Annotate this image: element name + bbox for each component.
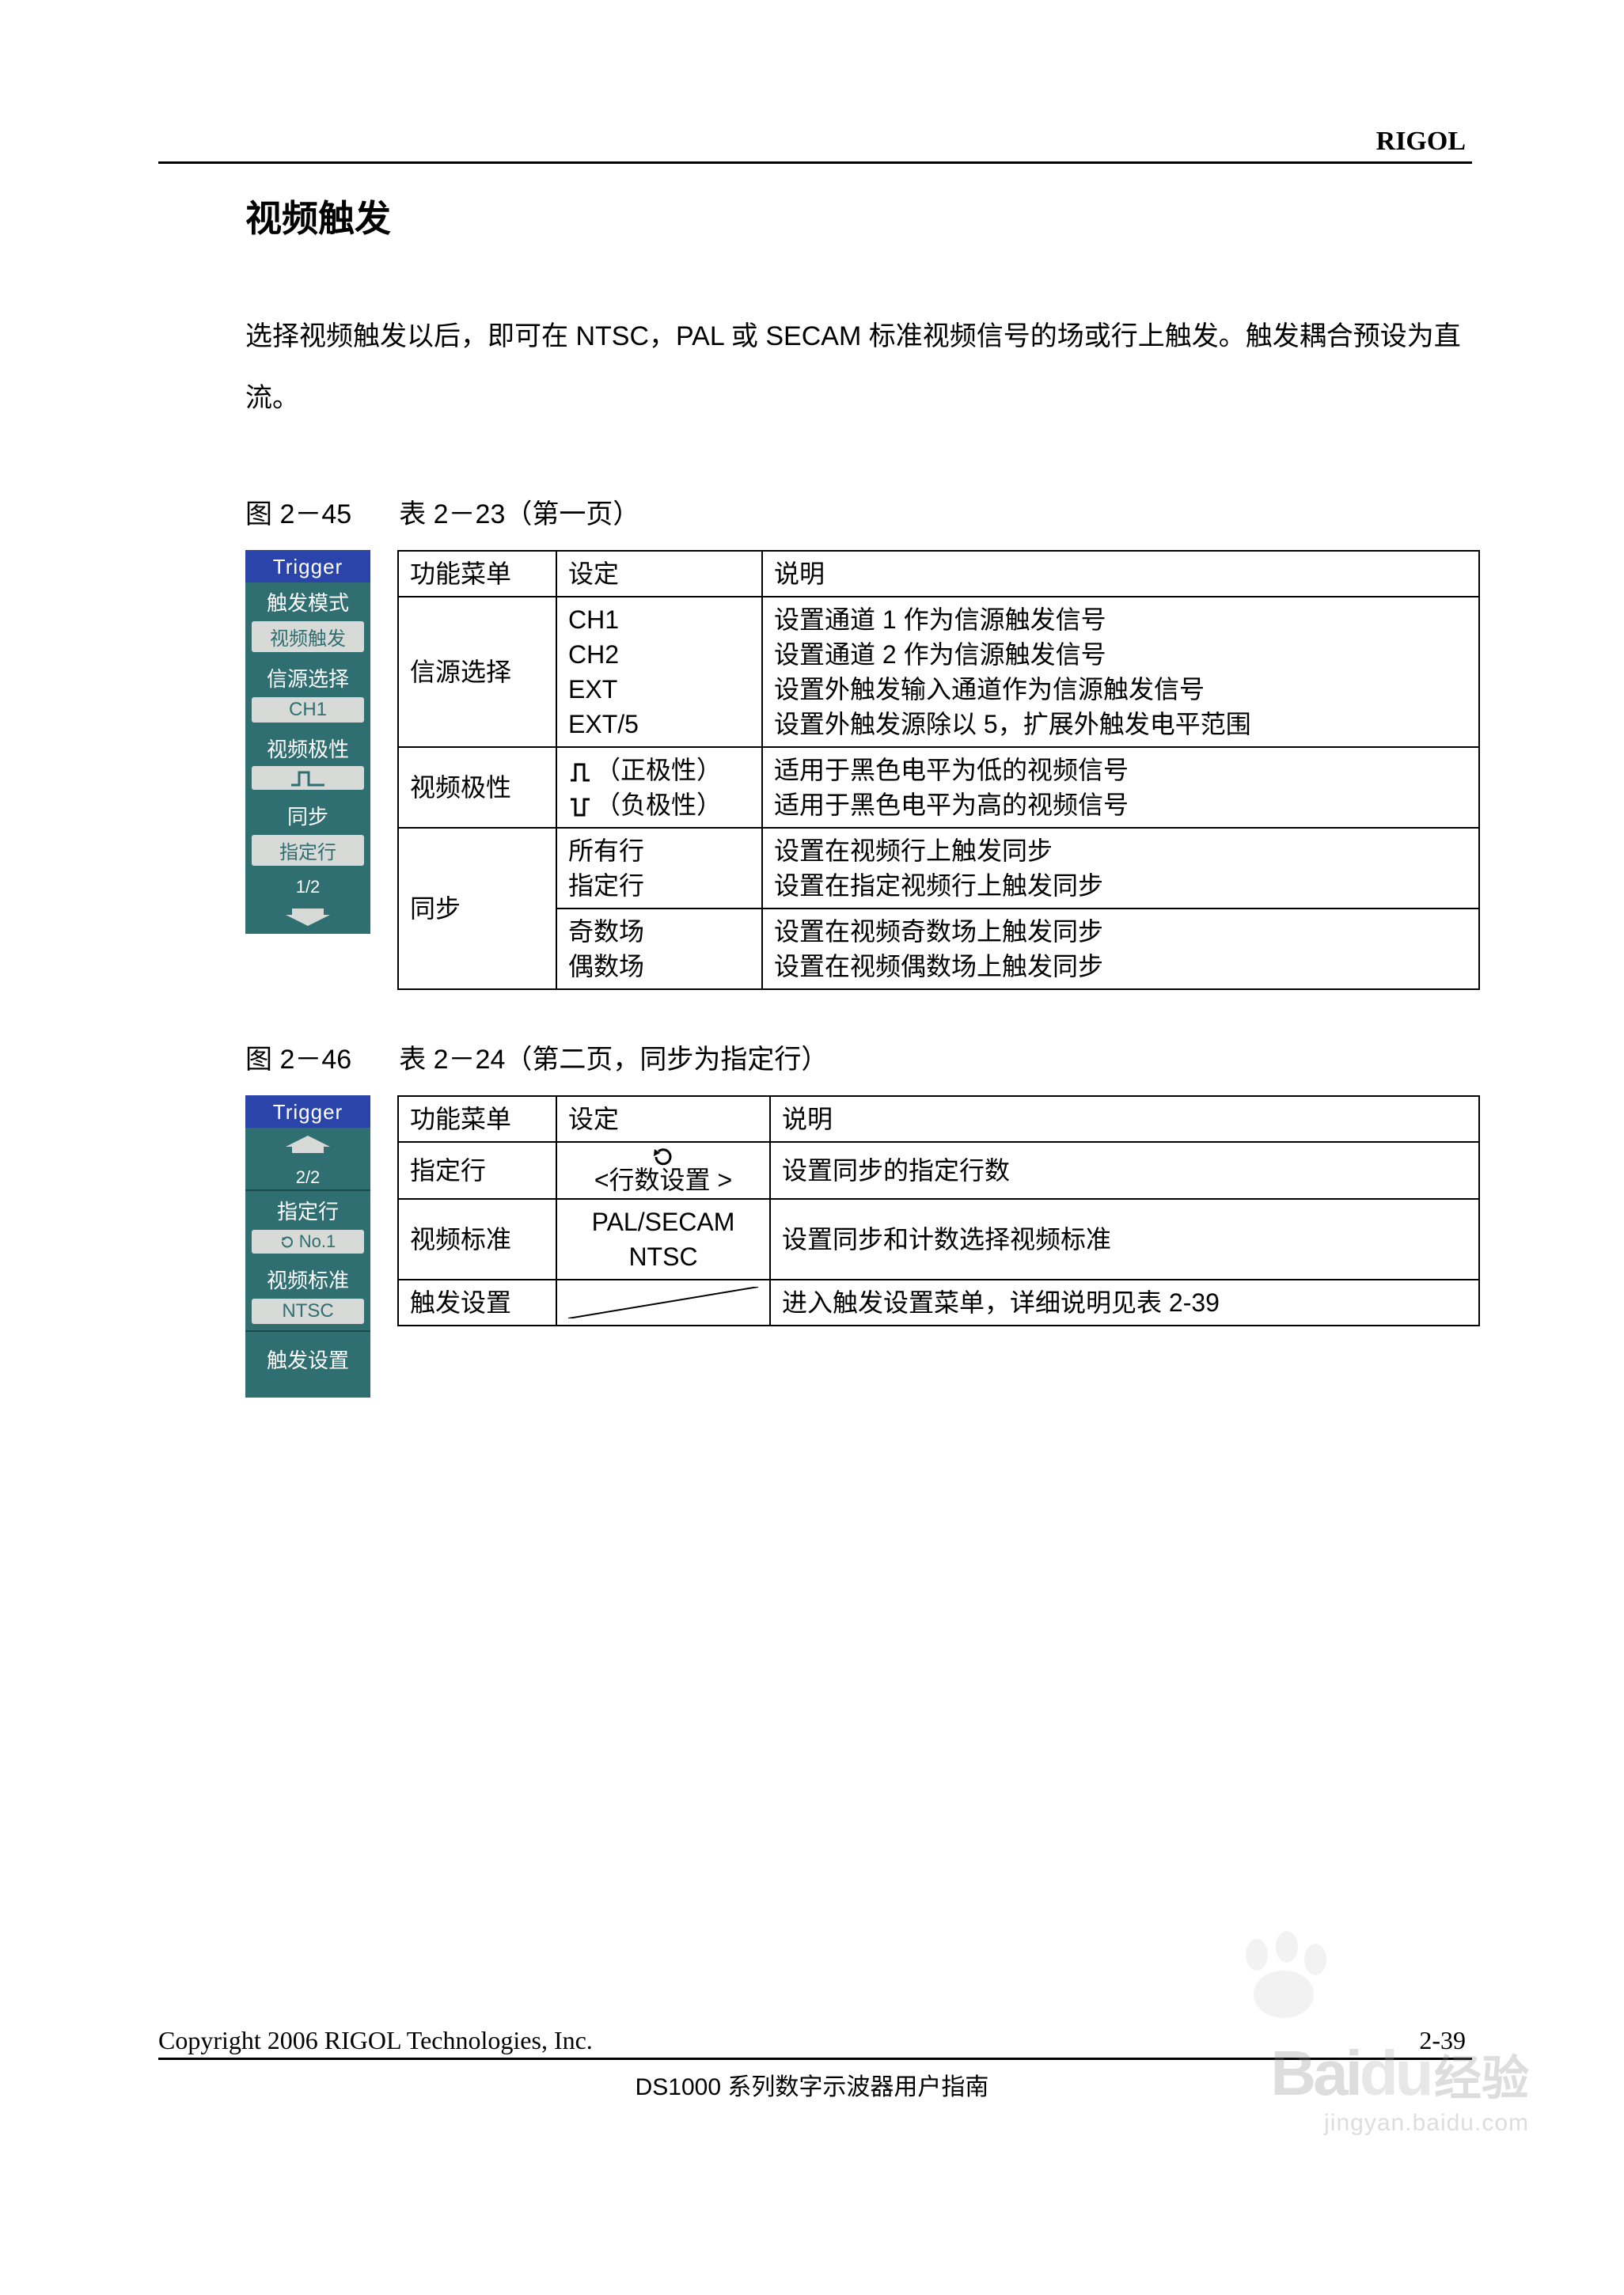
tbl1-label: 表 2－23（第一页） (399, 499, 639, 529)
t2-setup-row: 触发设置 进入触发设置菜单，详细说明见表 2-39 (398, 1280, 1479, 1326)
setup-diagonal-icon (568, 1287, 758, 1318)
footer-rule (158, 2058, 1472, 2060)
section-2: Trigger 2/2 指定行 No.1 视频标准 NTSC 触发设置 功能菜单… (245, 1095, 1480, 1398)
menu1-mode-label: 触发模式 (245, 582, 370, 618)
t1-pos-text: （正极性） (595, 756, 722, 784)
t1-neg-text: （负极性） (595, 791, 722, 819)
t1-polarity-menu: 视频极性 (398, 747, 556, 828)
trigger-menu-page2: Trigger 2/2 指定行 No.1 视频标准 NTSC 触发设置 (245, 1095, 370, 1398)
t1-sync-set2: 奇数场 偶数场 (556, 909, 762, 989)
t1-sync-row-b: 奇数场 偶数场 设置在视频奇数场上触发同步 设置在视频偶数场上触发同步 (398, 909, 1479, 989)
t1-h1: 功能菜单 (398, 551, 556, 597)
figure2-caption: 图 2－46 表 2－24（第二页，同步为指定行） (245, 1037, 1480, 1076)
menu1-polarity-value[interactable] (252, 766, 364, 790)
fig1-label: 图 2－45 (245, 499, 351, 529)
knob-large-icon (651, 1148, 675, 1166)
t2-standard-desc: 设置同步和计数选择视频标准 (770, 1199, 1479, 1280)
trigger-menu-page1: Trigger 触发模式 视频触发 信源选择 CH1 视频极性 同步 指定行 1… (245, 550, 370, 934)
t1-polarity-row: 视频极性 （正极性） （负极性） 适用于黑色电平为低的视频信号 适用于黑色电平为… (398, 747, 1479, 828)
footer-page: 2-39 (1419, 2026, 1466, 2055)
t2-standard-set: PAL/SECAM NTSC (556, 1199, 770, 1280)
t1-polarity-desc: 适用于黑色电平为低的视频信号 适用于黑色电平为高的视频信号 (762, 747, 1479, 828)
negative-polarity-icon (568, 795, 592, 818)
menu1-page-indicator: 1/2 (245, 872, 370, 899)
menu2-line-value-text: No.1 (299, 1231, 336, 1252)
t1-sync-desc1: 设置在视频行上触发同步 设置在指定视频行上触发同步 (762, 828, 1479, 909)
positive-polarity-icon (568, 760, 592, 783)
t1-sync-set1: 所有行 指定行 (556, 828, 762, 909)
menu2-line-label: 指定行 (245, 1191, 370, 1227)
table-2: 功能菜单 设定 说明 指定行 <行数设置 > 设置同步的指定行数 视频标准 PA… (397, 1095, 1480, 1326)
footer-copyright: Copyright 2006 RIGOL Technologies, Inc. (158, 2026, 593, 2055)
t2-line-desc: 设置同步的指定行数 (770, 1142, 1479, 1199)
menu1-sync-label: 同步 (245, 796, 370, 832)
knob-icon (280, 1235, 294, 1249)
t2-line-menu: 指定行 (398, 1142, 556, 1199)
t2-h1: 功能菜单 (398, 1096, 556, 1142)
section-1: Trigger 触发模式 视频触发 信源选择 CH1 视频极性 同步 指定行 1… (245, 550, 1480, 990)
t2-setup-menu: 触发设置 (398, 1280, 556, 1326)
menu2-prev-page-arrow[interactable] (245, 1128, 370, 1163)
t2-line-set: <行数设置 > (556, 1142, 770, 1199)
menu2-line-value[interactable]: No.1 (252, 1230, 364, 1254)
t2-standard-row: 视频标准 PAL/SECAM NTSC 设置同步和计数选择视频标准 (398, 1199, 1479, 1280)
menu1-source-label: 信源选择 (245, 658, 370, 694)
t1-sync-row-a: 同步 所有行 指定行 设置在视频行上触发同步 设置在指定视频行上触发同步 (398, 828, 1479, 909)
menu2-standard-value[interactable]: NTSC (252, 1299, 364, 1324)
table1-header-row: 功能菜单 设定 说明 (398, 551, 1479, 597)
t1-source-row: 信源选择 CH1 CH2 EXT EXT/5 设置通道 1 作为信源触发信号 设… (398, 597, 1479, 747)
t1-source-desc: 设置通道 1 作为信源触发信号 设置通道 2 作为信源触发信号 设置外触发输入通… (762, 597, 1479, 747)
page-title: 视频触发 (245, 190, 1480, 242)
menu1-header: Trigger (245, 550, 370, 582)
menu2-setup-label[interactable]: 触发设置 (245, 1332, 370, 1398)
t2-standard-menu: 视频标准 (398, 1199, 556, 1280)
t1-polarity-set: （正极性） （负极性） (556, 747, 762, 828)
menu2-standard-label: 视频标准 (245, 1260, 370, 1295)
t1-h3: 说明 (762, 551, 1479, 597)
figure1-caption: 图 2－45 表 2－23（第一页） (245, 492, 1480, 531)
t1-sync-desc2: 设置在视频奇数场上触发同步 设置在视频偶数场上触发同步 (762, 909, 1479, 989)
watermark-paw-icon (1228, 1931, 1339, 2026)
t1-h2: 设定 (556, 551, 762, 597)
t2-h2: 设定 (556, 1096, 770, 1142)
menu2-header: Trigger (245, 1095, 370, 1128)
intro-paragraph: 选择视频触发以后，即可在 NTSC，PAL 或 SECAM 标准视频信号的场或行… (245, 305, 1480, 429)
menu1-source-value[interactable]: CH1 (252, 697, 364, 723)
menu1-next-page-arrow[interactable] (245, 899, 370, 934)
wm-url: jingyan.baidu.com (1270, 2110, 1529, 2137)
footer-docline: DS1000 系列数字示波器用户指南 (0, 2067, 1624, 2102)
fig2-label: 图 2－46 (245, 1045, 351, 1075)
t1-source-menu: 信源选择 (398, 597, 556, 747)
t1-source-set: CH1 CH2 EXT EXT/5 (556, 597, 762, 747)
t2-h3: 说明 (770, 1096, 1479, 1142)
t2-setup-set (556, 1280, 770, 1326)
t2-setup-desc: 进入触发设置菜单，详细说明见表 2-39 (770, 1280, 1479, 1326)
t2-line-set-text: <行数设置 > (594, 1166, 732, 1193)
table2-header-row: 功能菜单 设定 说明 (398, 1096, 1479, 1142)
menu2-page-indicator: 2/2 (245, 1163, 370, 1189)
menu1-sync-value[interactable]: 指定行 (252, 835, 364, 866)
tbl2-label: 表 2－24（第二页，同步为指定行） (399, 1045, 828, 1075)
menu1-polarity-label: 视频极性 (245, 729, 370, 764)
menu1-mode-value[interactable]: 视频触发 (252, 621, 364, 652)
t2-line-row: 指定行 <行数设置 > 设置同步的指定行数 (398, 1142, 1479, 1199)
t1-sync-menu: 同步 (398, 828, 556, 989)
table-1: 功能菜单 设定 说明 信源选择 CH1 CH2 EXT EXT/5 设置通道 1… (397, 550, 1480, 990)
